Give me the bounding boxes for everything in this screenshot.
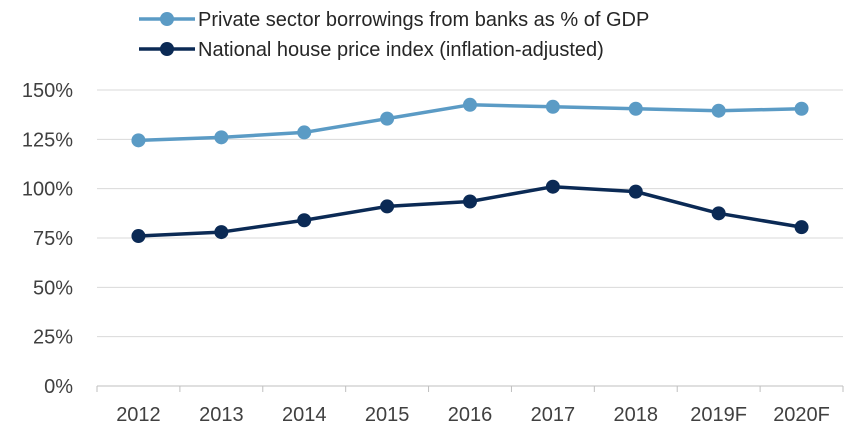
- legend-marker: [160, 42, 174, 56]
- series-2: [131, 179, 809, 244]
- legend-marker: [160, 12, 174, 26]
- legend-item: National house price index (inflation-ad…: [139, 39, 604, 61]
- x-tick-label: 2020F: [773, 404, 830, 426]
- x-axis: 2012 2013 2014 2015 2016 2017 2018 2019F 2020F: [96, 385, 844, 426]
- x-tick-label: 2017: [531, 404, 576, 426]
- data-point: [545, 179, 560, 194]
- legend-label: Private sector borrowings from banks as …: [198, 9, 649, 31]
- data-point: [794, 101, 809, 116]
- y-axis: 0% 25% 50% 75% 100% 125% 150%: [22, 80, 73, 398]
- x-tick-label: 2013: [199, 404, 244, 426]
- data-point: [380, 199, 395, 214]
- legend-item: Private sector borrowings from banks as …: [139, 9, 649, 31]
- x-tick-label: 2016: [448, 404, 493, 426]
- data-point: [545, 99, 560, 114]
- y-tick-label: 125%: [22, 129, 73, 151]
- data-point: [214, 225, 229, 240]
- series-layer: [131, 97, 809, 244]
- data-point: [131, 133, 146, 148]
- data-point: [380, 111, 395, 126]
- data-point: [297, 125, 312, 140]
- data-point: [711, 206, 726, 221]
- series-1: [131, 97, 809, 148]
- x-tick-label: 2014: [282, 404, 327, 426]
- gridlines: [97, 89, 843, 338]
- data-point: [214, 130, 229, 145]
- y-tick-label: 150%: [22, 80, 73, 102]
- data-point: [297, 213, 312, 228]
- x-tick-label: 2012: [116, 404, 161, 426]
- data-point: [628, 101, 643, 116]
- legend: Private sector borrowings from banks as …: [139, 9, 649, 61]
- x-tick-label: 2019F: [690, 404, 747, 426]
- data-point: [463, 194, 477, 209]
- data-point: [794, 220, 809, 235]
- data-point: [463, 97, 477, 112]
- data-point: [131, 229, 146, 244]
- y-tick-label: 100%: [22, 179, 73, 201]
- series-line: [138, 184, 802, 238]
- x-tick-label: 2015: [365, 404, 410, 426]
- y-tick-label: 75%: [33, 228, 73, 250]
- data-point: [628, 184, 643, 199]
- x-tick-label: 2018: [614, 404, 659, 426]
- y-tick-label: 0%: [44, 376, 73, 398]
- data-point: [711, 103, 726, 118]
- legend-label: National house price index (inflation-ad…: [198, 39, 604, 61]
- y-tick-label: 25%: [33, 327, 73, 349]
- y-tick-label: 50%: [33, 277, 73, 299]
